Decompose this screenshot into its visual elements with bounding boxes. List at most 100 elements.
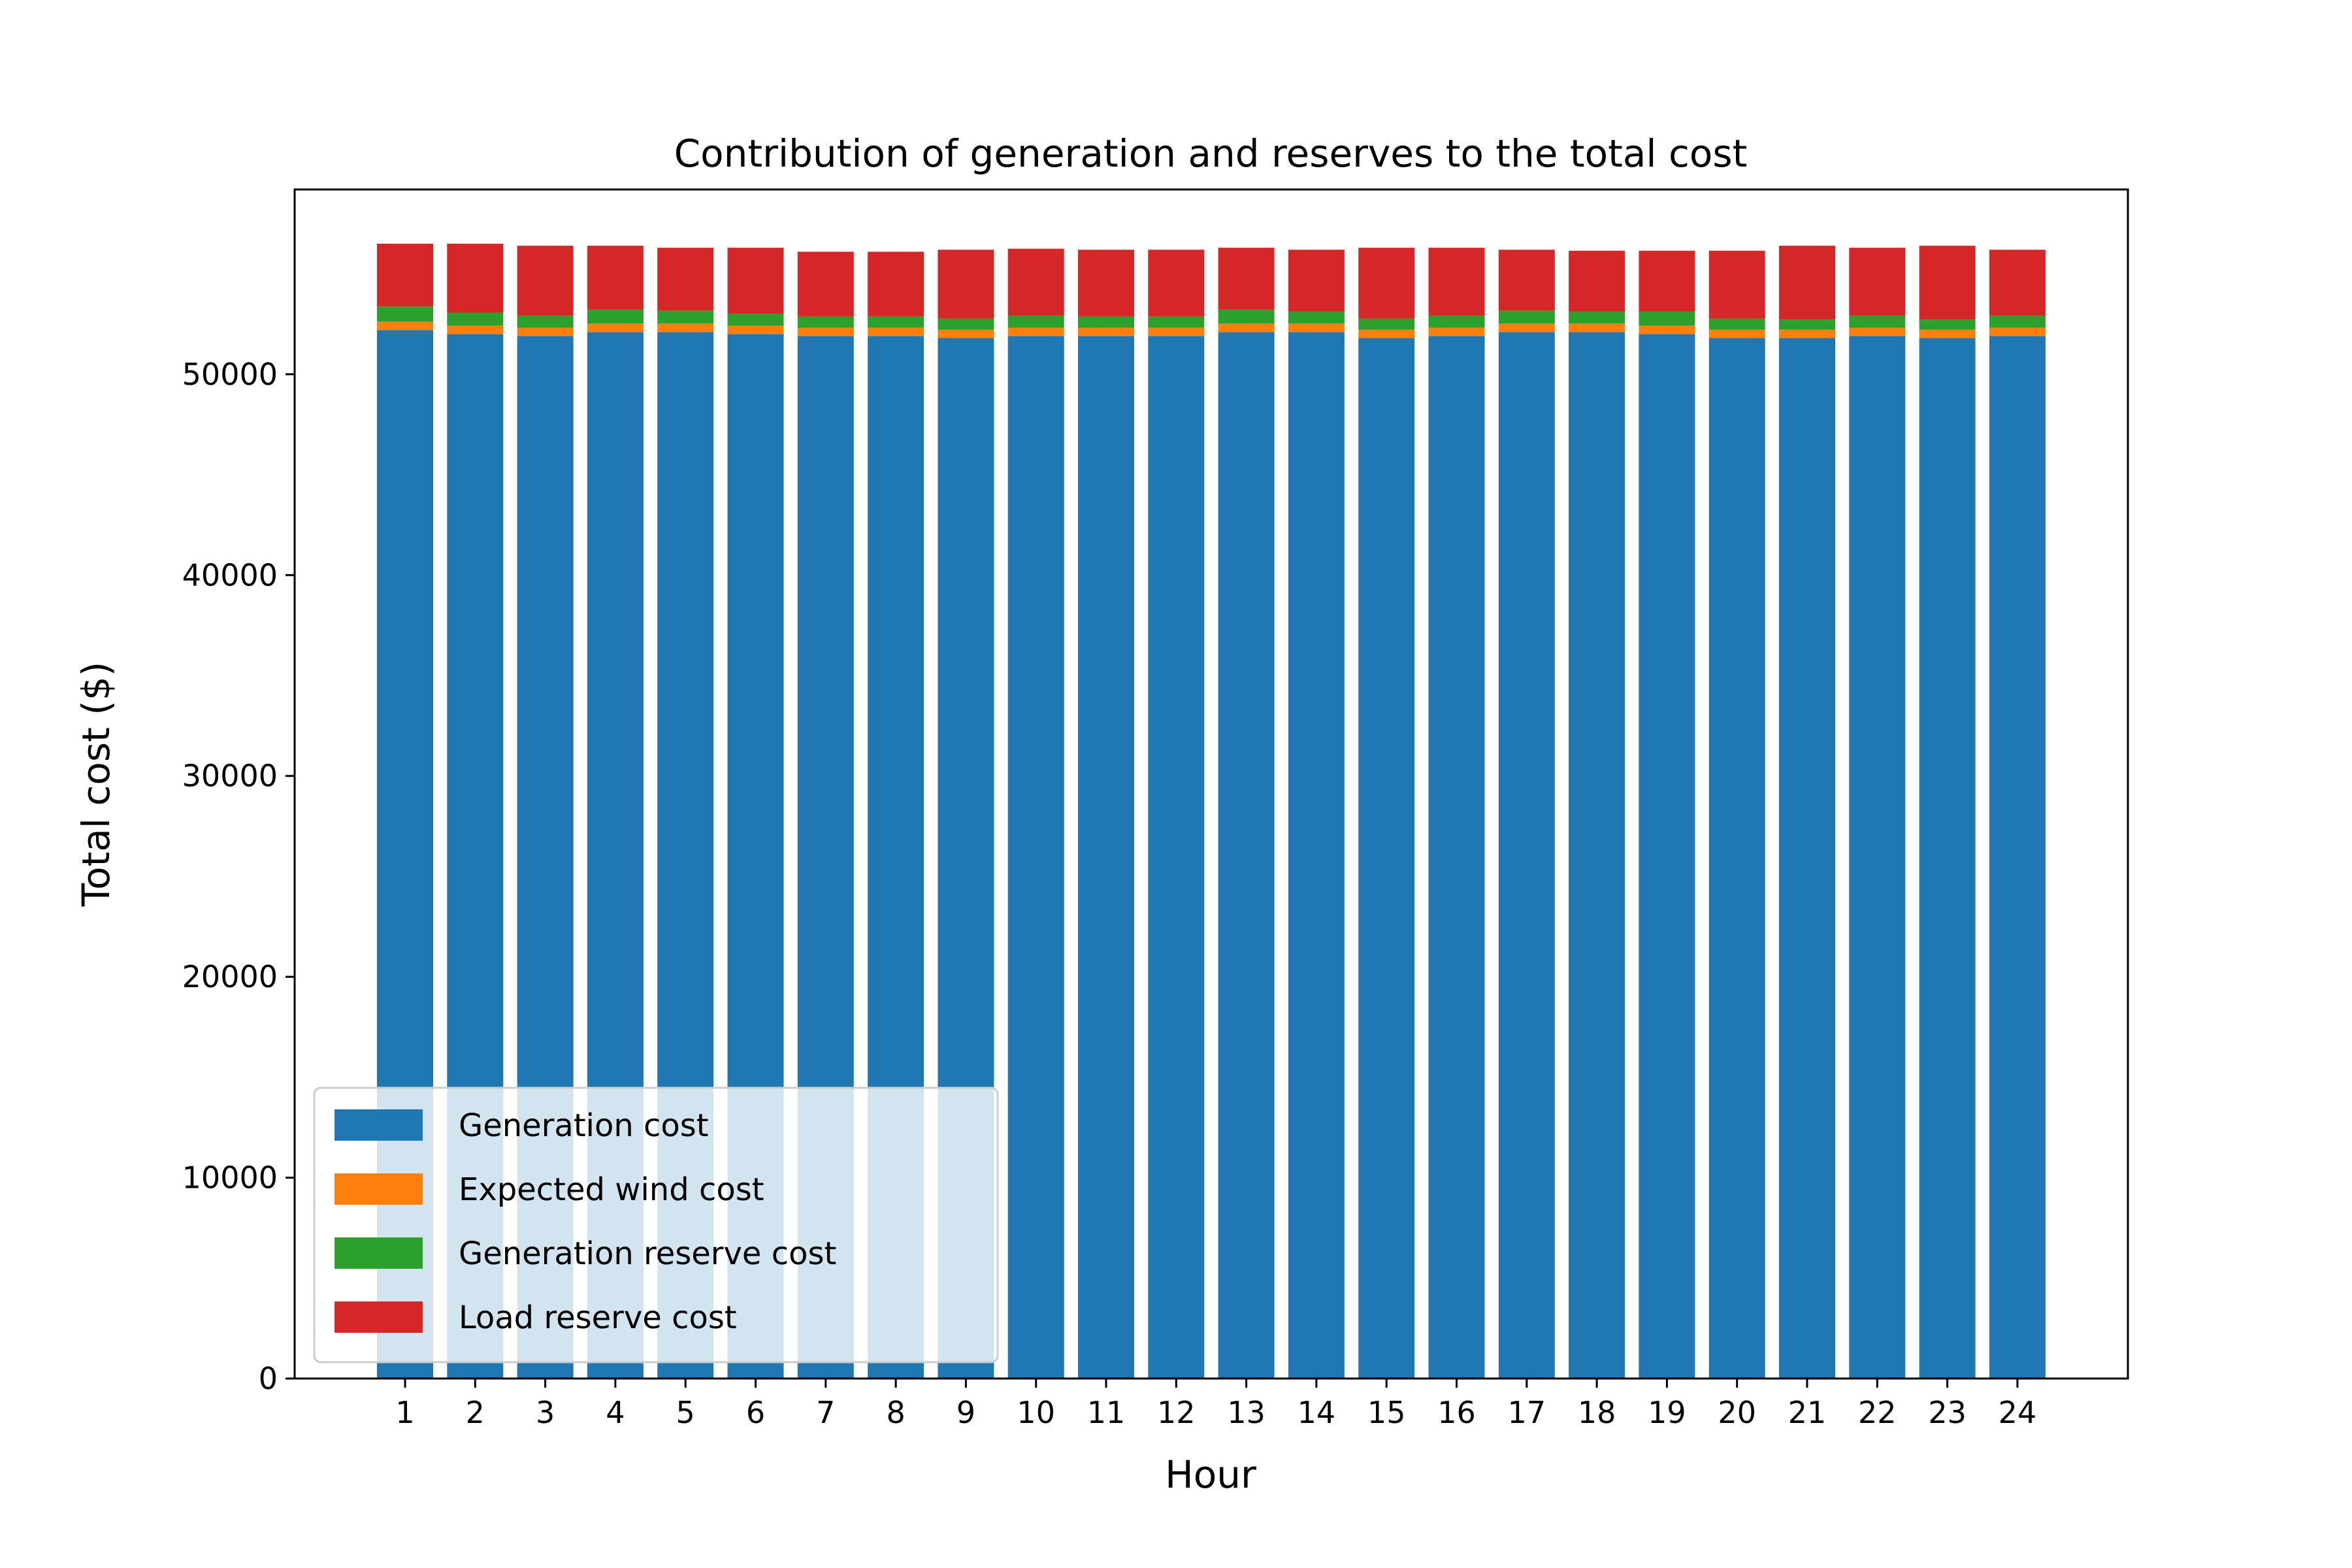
bar-expected-wind-cost-23 <box>1919 329 1976 338</box>
legend-swatch-load-reserve-cost <box>335 1301 423 1333</box>
bar-expected-wind-cost-8 <box>868 327 924 336</box>
x-tick-label: 7 <box>816 1395 835 1430</box>
x-axis-ticks: 1 2 3 4 5 6 7 8 9 10 11 12 13 14 15 16 17 18 19 20 21 22 23 24 <box>395 1379 2036 1430</box>
bar-generation-reserve-cost-2 <box>447 312 504 326</box>
y-axis-ticks: 0 10000 20000 30000 40000 50000 <box>182 357 295 1396</box>
bar-generation-cost-16 <box>1428 336 1485 1379</box>
x-tick-label: 14 <box>1298 1395 1336 1430</box>
bar-load-reserve-cost-16 <box>1428 248 1485 316</box>
legend-swatch-expected-wind-cost <box>335 1173 423 1205</box>
x-tick-label: 4 <box>606 1395 625 1430</box>
bar-generation-reserve-cost-1 <box>377 306 433 322</box>
bar-expected-wind-cost-10 <box>1007 327 1064 336</box>
x-tick-label: 22 <box>1858 1395 1897 1430</box>
bar-generation-cost-22 <box>1849 336 1906 1379</box>
bar-load-reserve-cost-2 <box>447 244 504 313</box>
bar-expected-wind-cost-3 <box>517 327 574 336</box>
bar-load-reserve-cost-24 <box>1989 250 2046 316</box>
bar-expected-wind-cost-18 <box>1569 323 1625 333</box>
bar-generation-cost-18 <box>1569 332 1625 1379</box>
bar-expected-wind-cost-11 <box>1078 327 1134 336</box>
bar-load-reserve-cost-12 <box>1148 250 1205 317</box>
bar-generation-reserve-cost-18 <box>1569 311 1625 324</box>
bar-expected-wind-cost-9 <box>938 329 994 338</box>
bar-generation-reserve-cost-14 <box>1288 311 1345 324</box>
bar-expected-wind-cost-13 <box>1218 323 1275 333</box>
bar-load-reserve-cost-21 <box>1779 246 1835 320</box>
bar-generation-reserve-cost-13 <box>1218 309 1275 324</box>
bar-generation-reserve-cost-6 <box>727 313 784 326</box>
bar-generation-reserve-cost-3 <box>517 316 574 328</box>
bar-generation-cost-10 <box>1007 336 1064 1379</box>
bar-expected-wind-cost-2 <box>447 325 504 335</box>
bar-generation-cost-21 <box>1779 338 1835 1379</box>
bar-generation-cost-19 <box>1639 334 1695 1379</box>
bar-generation-reserve-cost-15 <box>1358 318 1415 330</box>
bar-load-reserve-cost-8 <box>868 252 924 317</box>
bar-expected-wind-cost-4 <box>587 323 644 333</box>
bar-load-reserve-cost-14 <box>1288 250 1345 312</box>
plot-area: 1 2 3 4 5 6 7 8 9 10 11 12 13 14 15 16 17 18 19 20 21 22 23 24 … <box>182 188 2129 1430</box>
x-tick-label: 24 <box>1999 1395 2037 1430</box>
legend: Generation cost Expected wind cost Generat… <box>313 1086 999 1364</box>
x-tick-label: 1 <box>395 1395 414 1430</box>
x-tick-label: 6 <box>746 1395 765 1430</box>
bar-generation-reserve-cost-9 <box>938 318 994 330</box>
y-tick-label: 0 <box>259 1361 278 1396</box>
x-tick-label: 23 <box>1928 1395 1967 1430</box>
plot-frame <box>293 188 2129 1380</box>
bar-load-reserve-cost-22 <box>1849 248 1906 316</box>
bar-generation-reserve-cost-22 <box>1849 316 1906 328</box>
y-axis-label: Total cost ($) <box>74 662 118 907</box>
y-tick-label: 10000 <box>182 1160 278 1196</box>
bar-generation-cost-13 <box>1218 332 1275 1379</box>
x-tick-label: 9 <box>956 1395 975 1430</box>
bar-expected-wind-cost-14 <box>1288 323 1345 333</box>
bar-generation-reserve-cost-16 <box>1428 316 1485 328</box>
bar-generation-reserve-cost-21 <box>1779 319 1835 330</box>
bar-load-reserve-cost-9 <box>938 250 994 319</box>
bar-load-reserve-cost-13 <box>1218 248 1275 310</box>
bar-expected-wind-cost-6 <box>727 325 784 335</box>
bar-load-reserve-cost-10 <box>1007 248 1064 316</box>
x-tick-label: 13 <box>1227 1395 1266 1430</box>
x-tick-label: 2 <box>466 1395 485 1430</box>
bar-load-reserve-cost-6 <box>727 248 784 314</box>
bar-generation-reserve-cost-19 <box>1639 311 1695 326</box>
x-tick-label: 20 <box>1718 1395 1756 1430</box>
y-tick-label: 40000 <box>182 557 278 593</box>
x-tick-label: 8 <box>886 1395 905 1430</box>
bar-generation-reserve-cost-8 <box>868 316 924 328</box>
bar-generation-cost-17 <box>1498 332 1555 1379</box>
bar-expected-wind-cost-20 <box>1708 329 1765 338</box>
x-tick-label: 11 <box>1087 1395 1126 1430</box>
bar-generation-reserve-cost-7 <box>797 316 854 328</box>
x-tick-label: 3 <box>536 1395 555 1430</box>
legend-items: Generation cost Expected wind cost Generat… <box>335 1107 836 1336</box>
bar-generation-reserve-cost-17 <box>1498 310 1555 324</box>
bar-generation-cost-20 <box>1708 338 1765 1379</box>
legend-label-load-reserve-cost: Load reserve cost <box>459 1299 737 1336</box>
bar-load-reserve-cost-3 <box>517 246 574 316</box>
bar-load-reserve-cost-15 <box>1358 248 1415 319</box>
x-axis-label: Hour <box>1165 1452 1256 1497</box>
x-tick-label: 16 <box>1437 1395 1476 1430</box>
bar-expected-wind-cost-17 <box>1498 323 1555 333</box>
legend-label-expected-wind-cost: Expected wind cost <box>459 1171 764 1208</box>
bar-expected-wind-cost-22 <box>1849 327 1906 336</box>
x-tick-label: 18 <box>1578 1395 1616 1430</box>
bar-load-reserve-cost-18 <box>1569 250 1625 312</box>
bar-load-reserve-cost-19 <box>1639 250 1695 312</box>
x-tick-label: 15 <box>1367 1395 1406 1430</box>
legend-box <box>313 1086 999 1364</box>
bar-generation-reserve-cost-4 <box>587 309 644 324</box>
bar-generation-reserve-cost-23 <box>1919 319 1976 330</box>
bar-generation-cost-14 <box>1288 332 1345 1379</box>
bar-expected-wind-cost-7 <box>797 327 854 336</box>
bar-load-reserve-cost-23 <box>1919 246 1976 320</box>
bar-expected-wind-cost-21 <box>1779 329 1835 338</box>
bar-generation-cost-12 <box>1148 336 1205 1379</box>
bar-load-reserve-cost-4 <box>587 246 644 310</box>
x-tick-label: 12 <box>1157 1395 1196 1430</box>
